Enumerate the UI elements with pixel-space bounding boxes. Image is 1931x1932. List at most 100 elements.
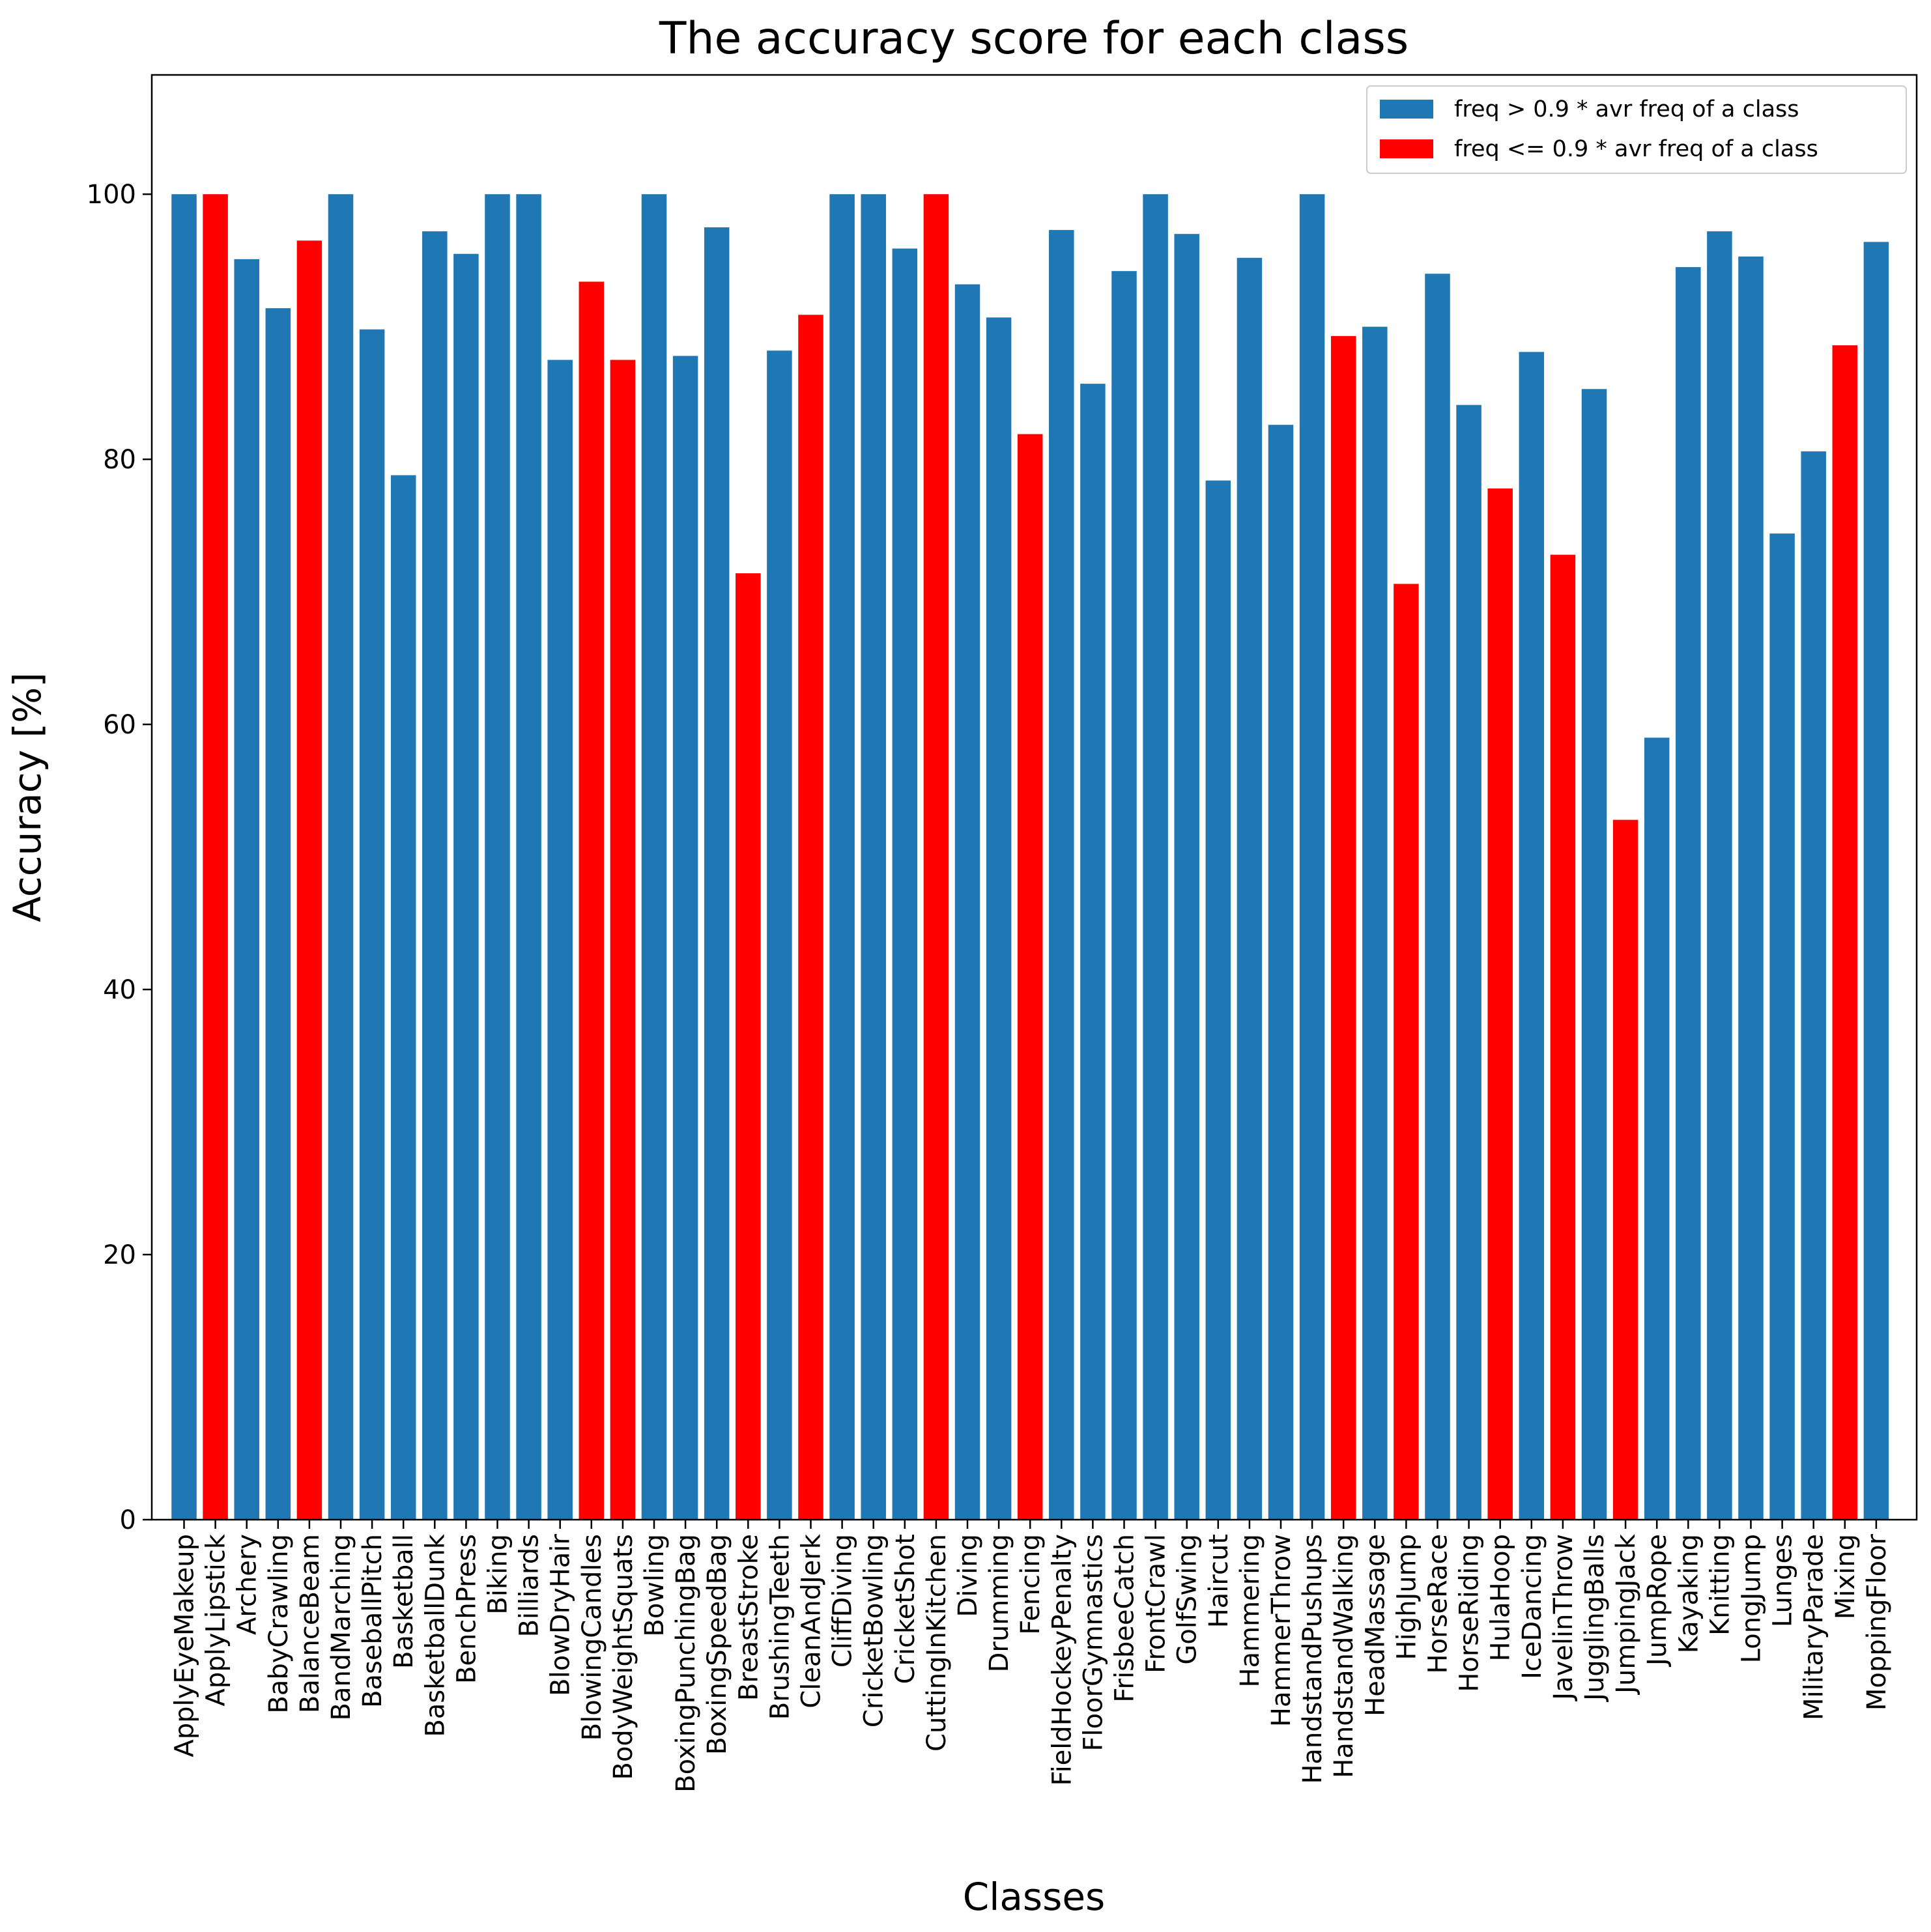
bar-jugglingballs (1581, 389, 1607, 1520)
bar-diving (954, 284, 980, 1520)
x-tick-label: Hammering (1235, 1534, 1265, 1687)
bar-kayaking (1676, 267, 1701, 1520)
bar-brushingteeth (767, 350, 792, 1520)
x-tick-label: CuttingInKitchen (922, 1534, 952, 1752)
bar-blowingcandles (579, 281, 605, 1520)
x-tick-label: Biking (483, 1534, 513, 1615)
plot-frame (150, 74, 1918, 1521)
chart-title: The accuracy score for each class (659, 13, 1409, 64)
x-tick-label: JavelinThrow (1549, 1534, 1579, 1702)
x-tick-label: HammerThrow (1266, 1534, 1296, 1727)
x-tick-label: HeadMassage (1360, 1534, 1390, 1716)
x-tick-label: BodyWeightSquats (608, 1534, 638, 1780)
bar-applyeyemakeup (171, 194, 197, 1520)
bar-boxingpunchingbag (672, 356, 698, 1520)
bar-boxingspeedbag (704, 227, 730, 1520)
bar-babycrawling (265, 308, 291, 1520)
bar-basketballdunk (422, 231, 448, 1520)
bar-javelinthrow (1550, 554, 1576, 1520)
y-tick-label: 20 (103, 1240, 136, 1270)
bar-applylipstick (203, 194, 228, 1520)
x-tick-label: Billiards (515, 1534, 545, 1637)
x-tick-label: BreastStroke (734, 1534, 764, 1701)
bar-jumpingjack (1612, 819, 1638, 1520)
bar-frisbeecatch (1111, 271, 1137, 1520)
x-tick-label: IceDancing (1517, 1534, 1547, 1679)
x-tick-label: BoxingPunchingBag (671, 1534, 701, 1793)
x-tick-label: BenchPress (451, 1534, 481, 1684)
bar-cleanandjerk (798, 315, 823, 1520)
legend-frame (1366, 85, 1907, 174)
x-tick-label: Mixing (1831, 1534, 1861, 1619)
bar-cliffdiving (829, 194, 855, 1520)
x-tick-label: BasketballDunk (420, 1533, 450, 1737)
bar-fieldhockeypenalty (1049, 230, 1074, 1520)
bar-hammering (1237, 257, 1263, 1520)
bar-biking (485, 194, 510, 1520)
bar-mixing (1832, 345, 1858, 1520)
x-axis: ApplyEyeMakeup ApplyLipstick Archery BabyCr… (170, 1520, 1892, 1793)
bar-moppingfloor (1863, 242, 1889, 1520)
x-tick-label: Fencing (1016, 1534, 1046, 1635)
bar-baseballpitch (359, 329, 385, 1520)
x-tick-label: HulaHoop (1486, 1534, 1516, 1661)
bar-drumming (986, 317, 1012, 1520)
bar-bodyweightsquats (610, 360, 636, 1520)
y-axis-label: Accuracy [%] (5, 672, 50, 922)
x-tick-label: CricketBowling (859, 1534, 889, 1727)
x-tick-label: Basketball (389, 1534, 419, 1669)
x-tick-label: FloorGymnastics (1078, 1534, 1108, 1751)
x-tick-label: HorseRiding (1455, 1534, 1485, 1692)
x-tick-label: Drumming (984, 1534, 1014, 1672)
bar-cricketbowling (861, 194, 886, 1520)
bar-series (171, 194, 1889, 1520)
x-tick-label: HorseRace (1423, 1534, 1453, 1673)
bar-fencing (1017, 434, 1043, 1520)
x-tick-label: MilitaryParade (1799, 1534, 1829, 1720)
legend-swatch (1380, 139, 1433, 158)
legend-swatch (1380, 100, 1433, 119)
y-tick-label: 80 (103, 445, 136, 475)
bar-horserace (1425, 274, 1450, 1520)
y-tick-label: 100 (87, 180, 136, 210)
bar-golfswing (1174, 234, 1199, 1520)
x-tick-label: BabyCrawling (264, 1534, 294, 1714)
x-tick-label: Kayaking (1674, 1534, 1704, 1653)
y-axis: 0 20 40 60 80 100 (87, 180, 152, 1535)
bar-longjump (1738, 256, 1764, 1520)
x-tick-label: Bowling (640, 1534, 670, 1637)
legend: freq > 0.9 * avr freq of a class freq <= … (1366, 85, 1907, 174)
bar-benchpress (453, 253, 479, 1520)
x-tick-label: FrisbeeCatch (1110, 1534, 1140, 1703)
x-tick-label: HandstandPushups (1298, 1534, 1328, 1784)
y-tick-label: 60 (103, 710, 136, 740)
x-tick-label: BalanceBeam (295, 1534, 325, 1713)
x-tick-label: ApplyEyeMakeup (170, 1534, 200, 1757)
bar-floorgymnastics (1080, 384, 1106, 1520)
bar-balancebeam (296, 240, 322, 1520)
bar-icedancing (1519, 352, 1545, 1520)
x-tick-label: HandstandWalking (1329, 1534, 1359, 1778)
x-tick-label: FrontCrawl (1141, 1534, 1171, 1673)
bar-highjump (1394, 584, 1419, 1520)
bar-frontcrawl (1143, 194, 1168, 1520)
bar-headmassage (1362, 326, 1388, 1520)
y-tick-label: 0 (120, 1505, 136, 1535)
x-tick-label: MoppingFloor (1862, 1533, 1892, 1711)
bar-hammerthrow (1268, 425, 1294, 1520)
x-tick-label: BaseballPitch (358, 1534, 388, 1708)
x-tick-label: JumpRope (1642, 1534, 1672, 1668)
x-tick-label: ApplyLipstick (201, 1533, 231, 1706)
x-tick-label: HighJump (1392, 1534, 1422, 1660)
bar-cricketshot (892, 248, 918, 1520)
bar-handstandpushups (1299, 194, 1325, 1520)
bar-handstandwalking (1330, 335, 1356, 1520)
bar-haircut (1205, 480, 1231, 1520)
x-tick-label: BrushingTeeth (765, 1534, 795, 1720)
bar-cuttinginkitchen (923, 194, 949, 1520)
x-tick-label: CleanAndJerk (797, 1533, 827, 1708)
bar-hulahoop (1487, 488, 1513, 1520)
legend-label: freq > 0.9 * avr freq of a class (1454, 96, 1799, 122)
bar-lunges (1769, 533, 1795, 1520)
